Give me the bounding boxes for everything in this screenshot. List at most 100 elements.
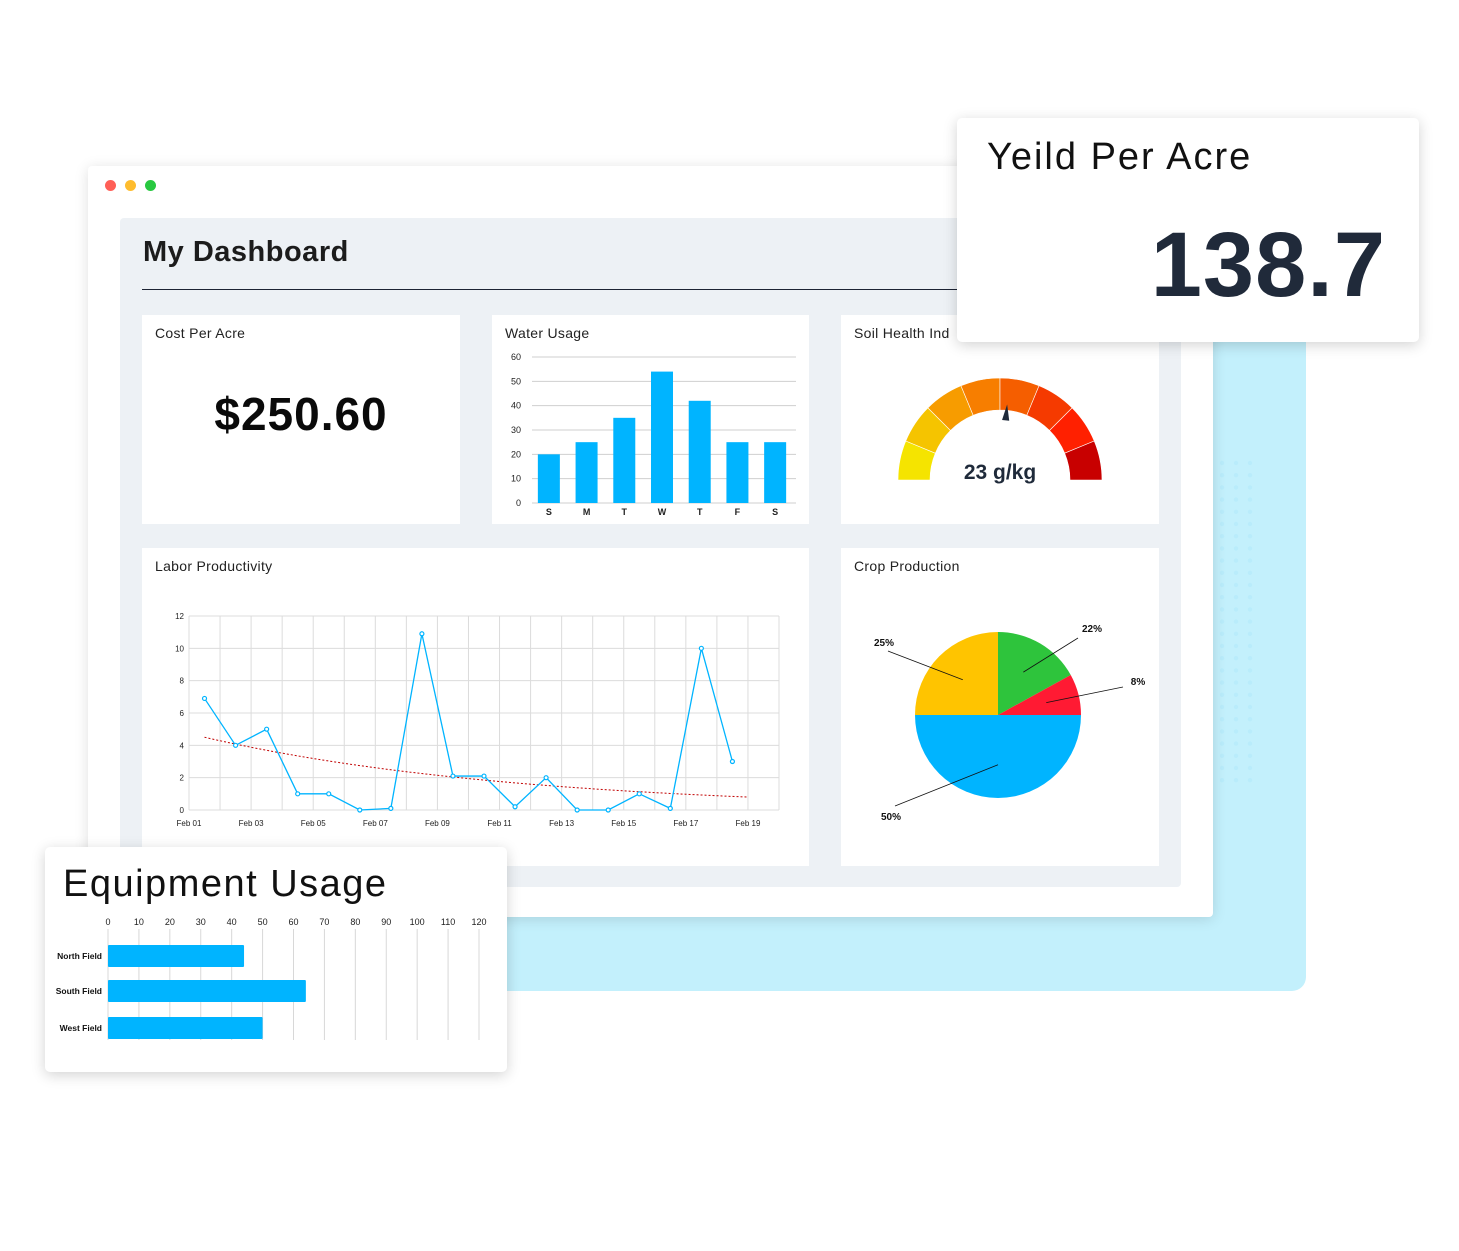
decorative-dot xyxy=(1219,717,1225,722)
pie-leader-line xyxy=(894,764,999,807)
decorative-dot xyxy=(1233,778,1239,783)
labor-series-line xyxy=(203,633,734,811)
y-tick-label: West Field xyxy=(60,1023,102,1033)
y-tick-label: 2 xyxy=(180,774,185,783)
x-tick-label: 80 xyxy=(350,917,360,927)
decorative-dot xyxy=(1219,570,1225,575)
water-usage-card[interactable]: Water Usage 0 10 20 30 40 50 60 S M T W T F S xyxy=(492,315,809,524)
labor-productivity-card[interactable]: Labor Productivity 0 2 4 6 8 10 12 Feb 01 Feb 03… xyxy=(142,548,809,866)
pie-leader-line xyxy=(1046,686,1124,704)
cost-per-acre-value: $250.60 xyxy=(214,388,388,440)
x-tick-label: 20 xyxy=(165,917,175,927)
data-point xyxy=(326,791,332,797)
decorative-dot xyxy=(1247,656,1253,661)
data-point xyxy=(636,791,642,797)
decorative-dot xyxy=(1247,570,1253,575)
decorative-dot xyxy=(1233,595,1239,600)
cost-per-acre-card[interactable]: Cost Per Acre $250.60 xyxy=(142,315,460,524)
water-bar xyxy=(688,400,711,503)
data-point xyxy=(574,807,580,813)
pie-leader-line xyxy=(1023,637,1079,673)
decorative-dot xyxy=(1219,668,1225,673)
labor-productivity-chart: 0 2 4 6 8 10 12 Feb 01 Feb 03 Feb 05 Feb 07 Feb 09 F… xyxy=(175,612,780,828)
decorative-dot xyxy=(1247,558,1253,563)
close-dot-icon[interactable] xyxy=(105,180,116,191)
decorative-dot xyxy=(1233,729,1239,734)
data-point xyxy=(388,805,394,811)
equipment-usage-title: Equipment Usage xyxy=(63,863,388,905)
data-point xyxy=(264,726,270,732)
pie-label: 50% xyxy=(881,812,901,823)
x-tick-label: S xyxy=(546,507,552,517)
x-tick-label: T xyxy=(622,507,628,517)
data-point xyxy=(232,742,239,748)
decorative-dot xyxy=(1247,485,1253,490)
decorative-dot xyxy=(1247,546,1253,551)
decorative-dot xyxy=(1233,558,1239,563)
data-point xyxy=(419,631,425,637)
equipment-usage-card[interactable]: Equipment Usage 0 10 20 30 40 50 60 70 80 90 100 11… xyxy=(45,847,507,1072)
data-point xyxy=(605,807,611,813)
decorative-dot xyxy=(1219,729,1225,734)
decorative-dot xyxy=(1233,570,1239,575)
decorative-dot xyxy=(1247,497,1253,502)
equipment-bar xyxy=(108,1017,263,1039)
data-point xyxy=(201,695,208,702)
y-tick-label: 60 xyxy=(511,352,521,362)
window-controls xyxy=(105,180,156,191)
decorative-dot xyxy=(1233,534,1239,539)
y-tick-label: North Field xyxy=(57,951,102,961)
x-tick-label: Feb 07 xyxy=(363,819,388,828)
decorative-dot xyxy=(1219,534,1225,539)
decorative-dot xyxy=(1219,765,1225,771)
data-point xyxy=(698,645,704,651)
decorative-dot xyxy=(1219,582,1225,588)
decorative-dot xyxy=(1247,765,1253,771)
decorative-dot xyxy=(1233,765,1239,771)
x-tick-label: Feb 19 xyxy=(735,819,760,828)
data-point xyxy=(450,773,456,779)
pie-slice xyxy=(915,715,1081,798)
decorative-dot xyxy=(1233,668,1239,673)
water-bar xyxy=(764,442,787,503)
decorative-dot xyxy=(1247,753,1253,758)
y-tick-label: 10 xyxy=(511,474,521,484)
decorative-dot xyxy=(1219,546,1225,551)
crop-production-card[interactable]: Crop Production 22% 8% 50% 25% xyxy=(841,548,1159,866)
maximize-dot-icon[interactable] xyxy=(145,180,156,191)
water-bar xyxy=(575,442,598,503)
yield-per-acre-card[interactable]: Yeild Per Acre 138.7 xyxy=(957,118,1419,342)
x-tick-label: F xyxy=(735,507,741,517)
x-tick-label: 30 xyxy=(196,917,206,927)
x-tick-label: 0 xyxy=(105,917,110,927)
x-tick-label: S xyxy=(772,507,778,517)
decorative-dot xyxy=(1233,546,1239,551)
gauge-needle xyxy=(1002,404,1010,421)
decorative-dot xyxy=(1233,619,1239,624)
decorative-dot xyxy=(1247,521,1253,527)
soil-health-gauge: 23 g/kg xyxy=(897,377,1103,484)
decorative-dot xyxy=(1247,778,1253,783)
decorative-dot xyxy=(1219,473,1225,478)
x-tick-label: Feb 01 xyxy=(177,819,202,828)
decorative-dot xyxy=(1247,473,1253,478)
pie-label: 25% xyxy=(874,638,894,649)
y-tick-label: South Field xyxy=(56,986,102,996)
y-tick-label: 50 xyxy=(511,376,521,386)
minimize-dot-icon[interactable] xyxy=(125,180,136,191)
decorative-dot xyxy=(1247,643,1253,649)
decorative-dot xyxy=(1233,460,1239,466)
trend-line xyxy=(204,736,748,798)
decorative-dot xyxy=(1219,631,1225,636)
decorative-dot xyxy=(1247,534,1253,539)
x-tick-label: Feb 03 xyxy=(239,819,264,828)
decorative-dot xyxy=(1233,741,1239,746)
soil-health-card[interactable]: Soil Health Ind 23 g/kg xyxy=(841,315,1159,524)
decorative-dot xyxy=(1233,692,1239,697)
water-bar xyxy=(537,454,560,503)
decorative-dot xyxy=(1219,680,1225,685)
pie-label: 8% xyxy=(1131,677,1146,688)
decorative-dot xyxy=(1247,729,1253,734)
decorative-dot xyxy=(1219,497,1225,502)
gauge-segment xyxy=(1064,440,1103,481)
